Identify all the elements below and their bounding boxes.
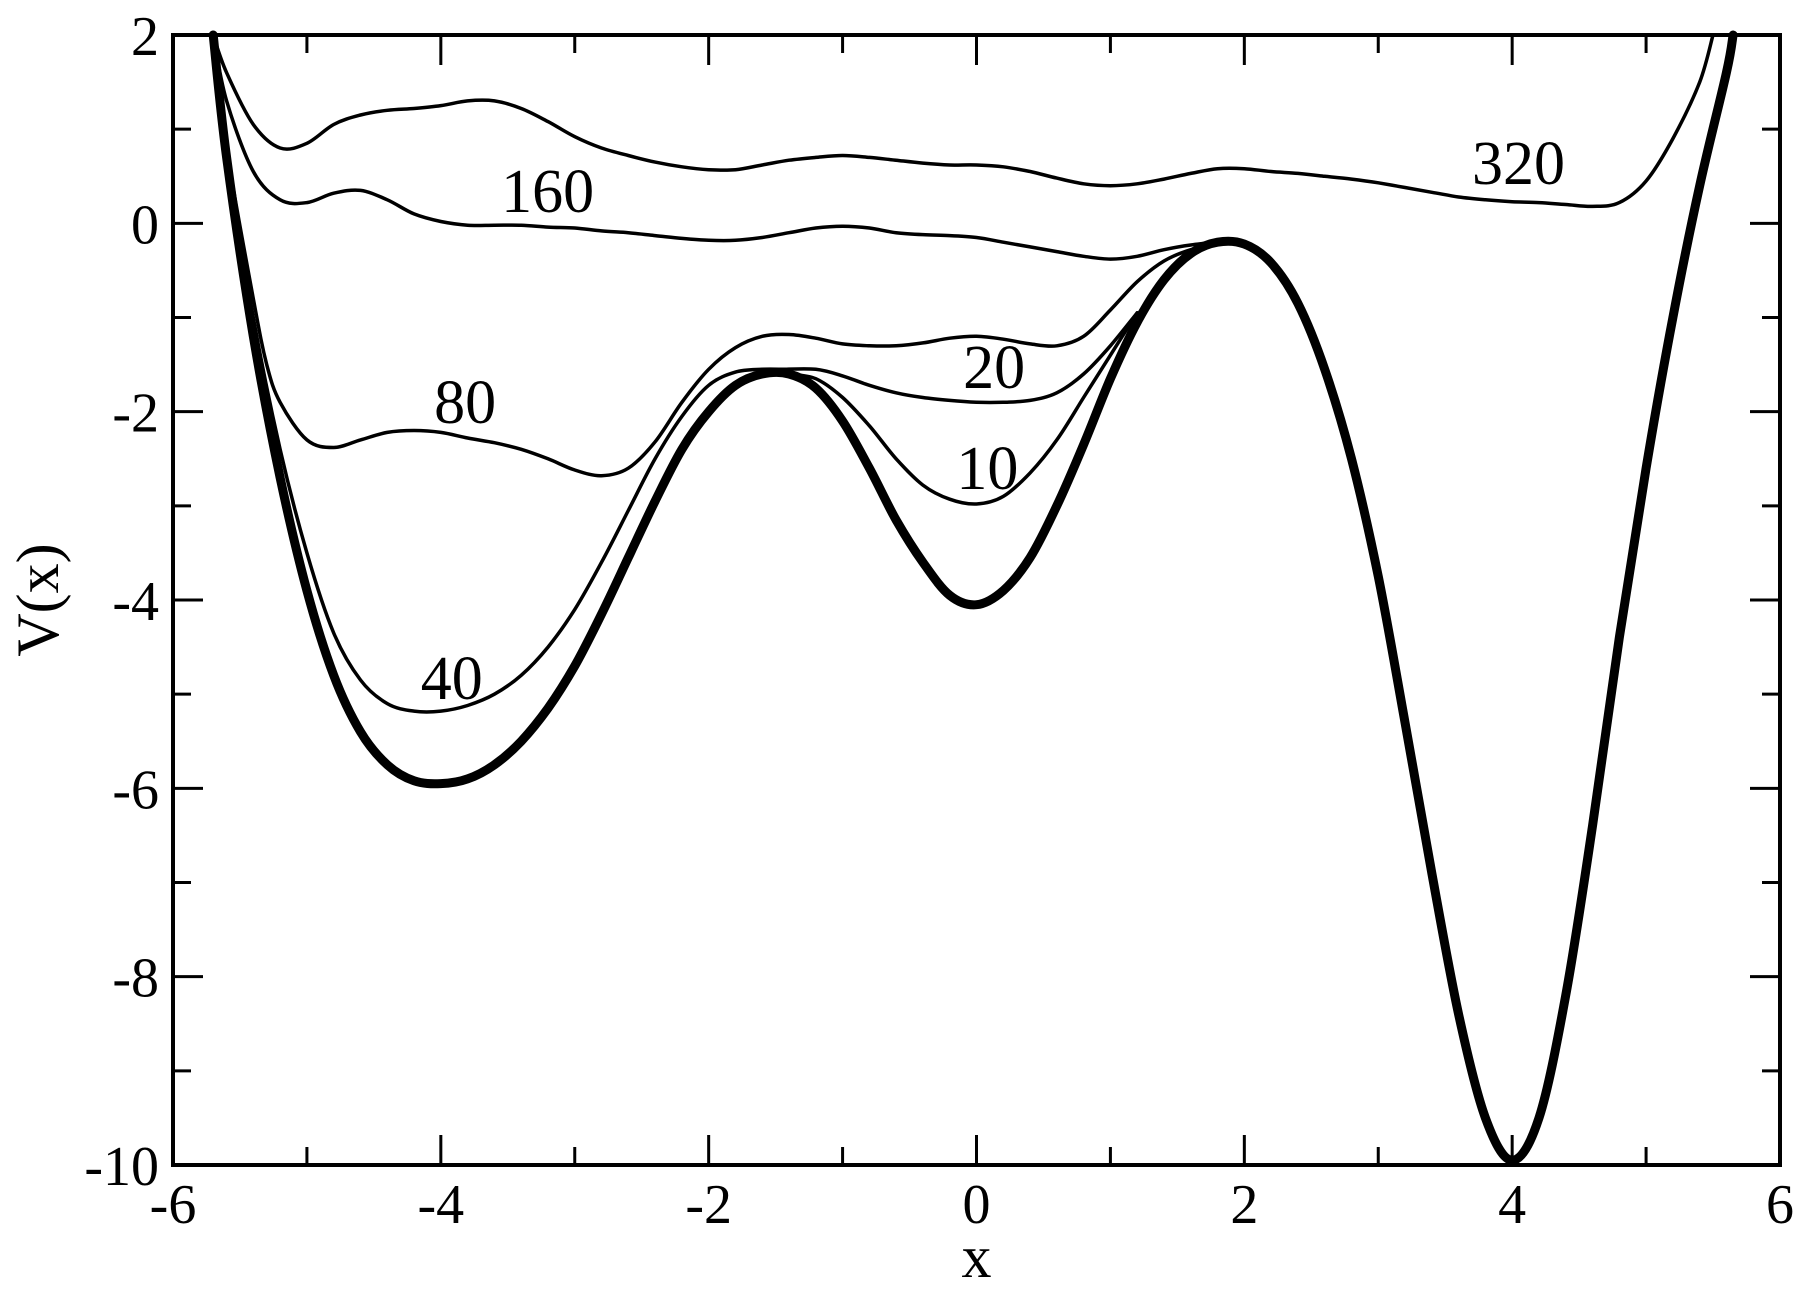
plot-frame (171, 33, 1782, 1167)
potential-curve-10 (787, 311, 1139, 506)
curve-labels: 160 320 80 20 10 40 (421, 130, 1565, 713)
curve-label-80: 80 (434, 369, 496, 437)
x-tick-label: 6 (1766, 1174, 1794, 1236)
y-tick-label: -2 (112, 383, 159, 445)
x-tick-label: -2 (685, 1174, 732, 1236)
y-tick-label: -10 (84, 1136, 159, 1198)
curve-label-10: 10 (956, 435, 1018, 503)
y-axis-label: V(x) (5, 543, 71, 656)
curve-label-20: 20 (963, 334, 1025, 402)
curve-label-320: 320 (1472, 130, 1565, 198)
curve-label-160: 160 (501, 158, 594, 226)
potential-curve-40 (211, 33, 785, 714)
potential-curve-20 (780, 311, 1139, 405)
y-tick-label: 0 (131, 194, 159, 256)
potential-curve-160 (211, 33, 1220, 261)
y-tick-label: -8 (112, 948, 159, 1010)
axis-ticks (171, 33, 1782, 1167)
potential-curve-80 (211, 33, 1220, 478)
x-tick-label: 4 (1498, 1174, 1526, 1236)
tick-labels: -6 -4 -2 0 2 4 620-2-4-6-8-10 (84, 6, 1794, 1236)
x-tick-label: 0 (963, 1174, 991, 1236)
potential-curve-base (208, 30, 1738, 1165)
curves (208, 30, 1738, 1165)
y-tick-label: -4 (112, 571, 159, 633)
x-tick-label: 2 (1230, 1174, 1258, 1236)
y-tick-label: -6 (112, 759, 159, 821)
x-tick-label: -6 (150, 1174, 197, 1236)
x-axis-label: x (962, 1224, 992, 1290)
y-tick-label: 2 (131, 6, 159, 68)
curve-label-40: 40 (421, 645, 483, 713)
x-tick-label: -4 (418, 1174, 465, 1236)
potential-curve-320 (211, 33, 1715, 209)
